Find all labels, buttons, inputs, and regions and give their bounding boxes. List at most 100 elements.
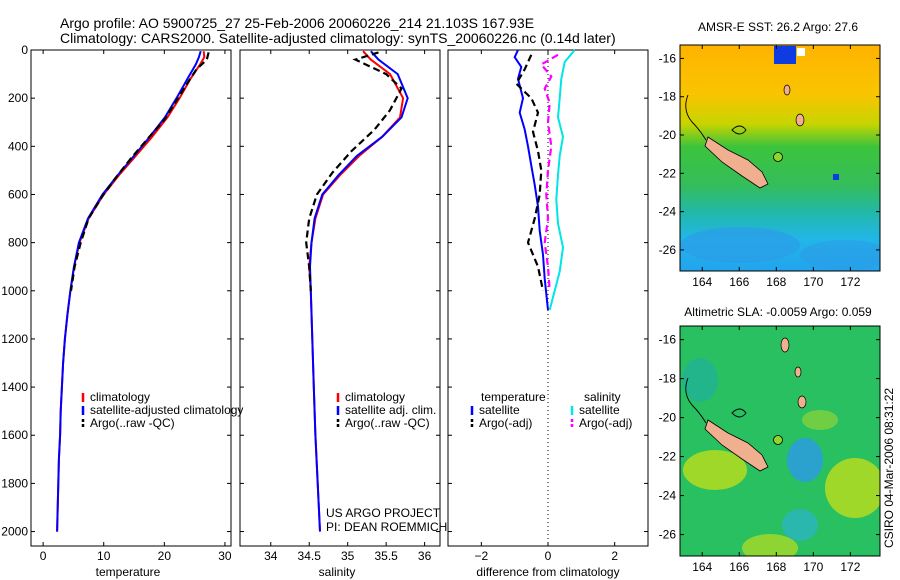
sla-low-patch xyxy=(787,438,823,482)
y-tick-label: 1400 xyxy=(1,380,28,394)
reef-outline xyxy=(685,94,707,141)
legend-label: Argo(-adj) xyxy=(579,416,632,430)
new-caledonia-island xyxy=(704,136,769,189)
legend-label: satellite xyxy=(479,403,520,417)
sst-pixel xyxy=(833,174,839,180)
sla-map-title: Altimetric SLA: -0.0059 Argo: 0.059 xyxy=(684,305,872,319)
x-tick-label: 34 xyxy=(264,549,278,563)
map-x-tick-label: 170 xyxy=(803,275,823,289)
y-tick-label: 2000 xyxy=(1,525,28,539)
y-tick-label: 200 xyxy=(8,91,28,105)
argo-float-marker xyxy=(773,152,783,162)
x-tick-label: 35.5 xyxy=(374,549,398,563)
x-tick-label: 34.5 xyxy=(298,549,322,563)
map-y-tick-label: -16 xyxy=(659,51,677,65)
vanuatu-island xyxy=(795,113,805,127)
legend-label: satellite-adjusted climatology xyxy=(90,403,243,417)
map-x-tick-label: 164 xyxy=(692,275,712,289)
map-x-tick-label: 168 xyxy=(766,560,786,574)
sst-map-frame xyxy=(679,44,881,272)
map-x-tick-label: 172 xyxy=(840,560,860,574)
map-y-tick-label: -18 xyxy=(659,372,677,386)
legend-label: Argo(-adj) xyxy=(479,416,532,430)
y-tick-label: 800 xyxy=(8,236,28,250)
sla-low-patch xyxy=(782,509,818,541)
sst-pixel xyxy=(774,46,796,64)
axes-layer: 0 10 20 30020040060080010001200140016001800… xyxy=(1,43,648,563)
series-line-climatology xyxy=(56,51,206,532)
series-line-salinity-satellite xyxy=(548,49,576,311)
map-y-tick-label: -24 xyxy=(659,205,677,219)
salinity-xlabel: salinity xyxy=(319,565,356,579)
map-y-tick-label: -22 xyxy=(659,450,677,464)
figure-title-line1: Argo profile: AO 5900725_27 25-Feb-2006 … xyxy=(60,15,534,31)
map-x-tick-label: 168 xyxy=(766,275,786,289)
x-tick-label: −2 xyxy=(474,549,488,563)
sla-map-frame xyxy=(679,325,881,557)
vanuatu-island xyxy=(780,337,790,353)
side-timestamp: CSIRO 04-Mar-2006 08:31:22 xyxy=(882,388,896,548)
legend-label: climatology xyxy=(345,390,405,404)
argo-float-marker xyxy=(773,435,783,445)
x-tick-label: 0 xyxy=(545,549,552,563)
series-line-climatology xyxy=(308,50,405,532)
map-y-tick-label: -16 xyxy=(659,333,677,347)
sst-cool-patch xyxy=(800,240,880,270)
map-y-tick-label: -26 xyxy=(659,243,677,257)
vanuatu-island xyxy=(797,395,807,409)
figure-title-line2: Climatology: CARS2000. Satellite-adjuste… xyxy=(60,30,616,46)
y-tick-label: 1000 xyxy=(1,284,28,298)
legend-label: satellite xyxy=(579,403,620,417)
series-line-satellite-adjusted-climatology xyxy=(56,50,202,532)
project-credit: US ARGO PROJECT xyxy=(326,506,441,520)
sst-map xyxy=(680,45,880,271)
series-line-argo-raw-qc xyxy=(305,51,403,291)
x-tick-label: 30 xyxy=(218,549,232,563)
sla-high-patch xyxy=(742,534,798,556)
map-ticks: 164 166 168 170 172 -16 -18 -20 -22 -24 -26 164 166 1… xyxy=(659,45,880,574)
x-tick-label: 2 xyxy=(611,549,618,563)
difference-xlabel: difference from climatology xyxy=(476,565,619,579)
y-tick-label: 1600 xyxy=(1,428,28,442)
sst-map-title: AMSR-E SST: 26.2 Argo: 27.6 xyxy=(698,20,858,34)
map-y-tick-label: -20 xyxy=(659,128,677,142)
series-line-satellite-adj-clim xyxy=(308,50,409,532)
sla-map xyxy=(680,326,880,556)
map-x-tick-label: 172 xyxy=(840,275,860,289)
sla-high-patch xyxy=(683,450,747,490)
map-x-tick-label: 170 xyxy=(803,560,823,574)
y-tick-label: 0 xyxy=(21,43,28,57)
vanuatu-island xyxy=(783,84,791,96)
y-tick-label: 400 xyxy=(8,139,28,153)
map-y-tick-label: -22 xyxy=(659,166,677,180)
series-line-temperature-argo-adj xyxy=(514,54,545,292)
x-tick-label: 10 xyxy=(97,549,111,563)
map-y-tick-label: -20 xyxy=(659,411,677,425)
legend-label: climatology xyxy=(90,390,150,404)
x-tick-label: 20 xyxy=(158,549,172,563)
map-y-tick-label: -18 xyxy=(659,90,677,104)
y-tick-label: 600 xyxy=(8,187,28,201)
temperature-xlabel: temperature xyxy=(96,565,161,579)
reef-outline xyxy=(685,377,707,424)
map-y-tick-label: -26 xyxy=(659,528,677,542)
y-tick-label: 1800 xyxy=(1,476,28,490)
vanuatu-island xyxy=(794,366,802,378)
legend-label: Argo(..raw -QC) xyxy=(90,416,175,430)
sla-high-patch xyxy=(802,410,838,430)
new-caledonia-island xyxy=(704,419,769,472)
legend-label: Argo(..raw -QC) xyxy=(345,416,430,430)
legend-heading: salinity xyxy=(584,390,621,404)
map-x-tick-label: 166 xyxy=(729,275,749,289)
temperature-panel-frame xyxy=(30,49,232,547)
series-line-salinity-argo-adj xyxy=(539,53,559,291)
reef-outline xyxy=(731,408,747,418)
salinity-panel-frame xyxy=(239,49,441,547)
x-tick-label: 36 xyxy=(418,549,432,563)
map-x-tick-label: 164 xyxy=(692,560,712,574)
x-tick-label: 0 xyxy=(40,549,47,563)
y-tick-label: 1200 xyxy=(1,332,28,346)
sla-high-patch xyxy=(825,458,880,518)
